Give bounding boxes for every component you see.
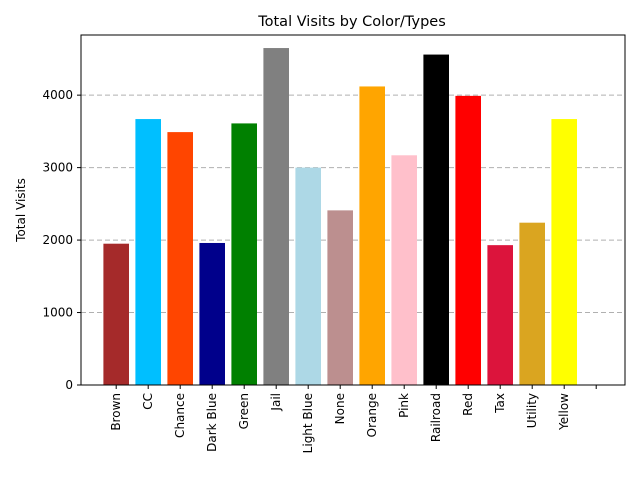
bar-chance	[167, 132, 193, 385]
bar-brown	[103, 243, 129, 385]
x-tick-label-orange: Orange	[365, 393, 379, 437]
bar-cc	[135, 119, 161, 385]
x-tick-label-dark-blue: Dark Blue	[205, 393, 219, 452]
bar-yellow	[551, 119, 577, 385]
y-tick-label-1000: 1000	[42, 306, 73, 320]
x-tick-label-pink: Pink	[397, 393, 411, 418]
bar-pink	[391, 155, 417, 385]
x-tick-label-cc: CC	[141, 393, 155, 410]
bar-tax	[487, 245, 513, 385]
y-axis-ticks: 0 1000 2000 3000 4000	[42, 88, 81, 392]
bar-green	[231, 123, 257, 386]
y-tick-label-2000: 2000	[42, 233, 73, 247]
x-tick-label-light-blue: Light Blue	[301, 393, 315, 453]
plot-frame	[80, 34, 626, 386]
bar-railroad	[423, 54, 449, 385]
bar-orange	[359, 86, 385, 385]
x-tick-label-utility: Utility	[525, 393, 539, 428]
x-tick-label-chance: Chance	[173, 393, 187, 438]
bar-jail	[263, 48, 289, 385]
bar-light-blue	[295, 167, 321, 385]
x-tick-label-none: None	[333, 393, 347, 424]
x-tick-label-railroad: Railroad	[429, 393, 443, 442]
x-tick-label-brown: Brown	[109, 393, 123, 431]
bar-none	[327, 210, 353, 385]
bar-red	[455, 95, 481, 385]
y-axis-label: Total Visits	[14, 178, 28, 243]
chart-title: Total Visits by Color/Types	[257, 14, 446, 30]
y-tick-label-0: 0	[65, 378, 73, 392]
x-tick-label-yellow: Yellow	[557, 393, 571, 431]
bar-utility	[519, 222, 545, 385]
y-tick-label-4000: 4000	[42, 88, 73, 102]
x-axis-ticks: Brown CC Chance Dark Blue Green Jail Light Blu…	[109, 385, 597, 453]
bars	[103, 48, 577, 386]
x-tick-label-red: Red	[461, 393, 475, 416]
x-tick-label-tax: Tax	[493, 393, 507, 414]
bar-dark-blue	[199, 242, 225, 385]
x-tick-label-jail: Jail	[269, 393, 283, 412]
x-tick-label-green: Green	[237, 393, 251, 429]
y-tick-label-3000: 3000	[42, 161, 73, 175]
